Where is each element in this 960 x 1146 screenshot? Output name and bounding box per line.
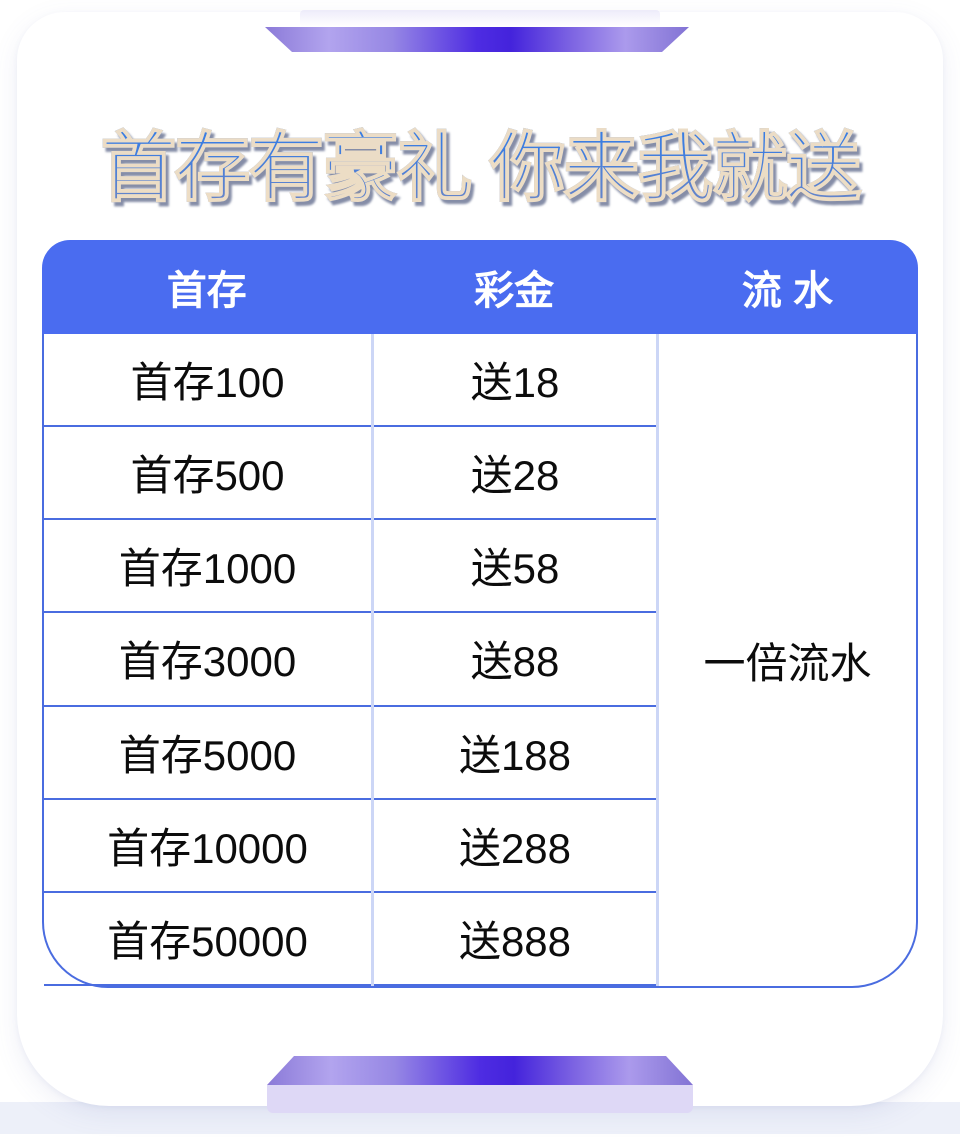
table-row: 首存100 送18 [44,334,659,428]
deposit-cell: 首存10000 [107,824,308,872]
deposit-cell: 首存1000 [118,545,297,593]
deposit-cell: 首存50000 [107,917,308,965]
table-row: 首存50000 送888 [44,893,659,986]
column-divider [656,334,659,986]
deposit-bonus-table: 首存 彩金 流 水 首存100 送18 首存500 送28 首存1000 送58… [42,240,918,988]
bonus-cell: 送28 [470,452,560,500]
bonus-cell: 送18 [470,359,560,407]
turnover-merged-cell: 一倍流水 [703,639,872,687]
bonus-cell: 送58 [470,545,560,593]
bottom-platform-front-decoration [267,1085,693,1113]
column-divider [371,334,374,986]
bonus-cell: 送288 [458,824,572,872]
deposit-cell: 首存100 [130,359,285,407]
table-row: 首存3000 送88 [44,613,659,707]
table-header-row: 首存 彩金 流 水 [42,240,918,334]
deposit-cell: 首存3000 [118,638,297,686]
deposit-cell: 首存5000 [118,731,297,779]
deposit-cell: 首存500 [130,452,285,500]
table-row: 首存5000 送188 [44,707,659,800]
header-turnover: 流 水 [741,269,834,313]
table-row: 首存10000 送288 [44,800,659,893]
page-title: 首存有豪礼 你来我就送 [0,106,960,216]
top-glow-decoration [300,10,660,27]
header-bonus: 彩金 [474,269,555,313]
table-body: 首存100 送18 首存500 送28 首存1000 送58 首存3000 送8… [42,334,918,988]
bonus-cell: 送88 [470,638,560,686]
table-row: 首存500 送28 [44,427,659,521]
top-ribbon-decoration [265,27,689,52]
table-row: 首存1000 送58 [44,520,659,614]
bonus-cell: 送888 [458,917,572,965]
bottom-platform-top-decoration [267,1056,693,1085]
header-deposit: 首存 [166,269,247,313]
bonus-cell: 送188 [458,731,572,779]
